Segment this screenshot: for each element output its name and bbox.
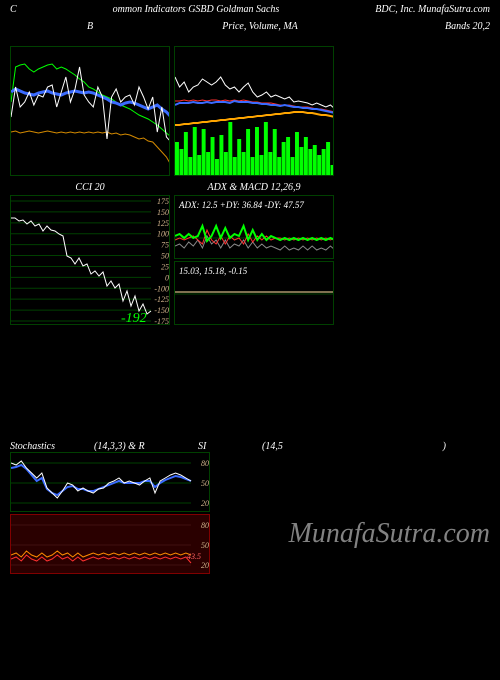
adx-chart: ADX: 12.5 +DY: 36.84 -DY: 47.57 [175,196,334,259]
rsi-close: ) [366,441,446,452]
row2-titles: CCI 20 ADX & MACD 12,26,9 [0,182,500,193]
svg-text:175: 175 [157,197,169,206]
header-center: ommon Indicators GSBD Goldman Sachs [113,4,280,15]
svg-text:150: 150 [157,208,169,217]
macd-chart: 15.03, 15.18, -0.15 [175,262,334,325]
cci-title: CCI 20 [10,182,170,193]
svg-text:50: 50 [201,541,209,550]
svg-text:50: 50 [201,479,209,488]
svg-text:50: 50 [161,252,169,261]
rsi-label: SI [198,441,258,452]
svg-text:0: 0 [165,273,169,282]
row1-titles: B Price, Volume, MA Bands 20,2 [0,21,500,32]
stoch-label: Stochastics [10,441,90,452]
svg-text:-150: -150 [154,306,169,315]
row2-panels: 1751501251007550250-100-125-150-175-192 … [0,195,500,325]
svg-text:-175: -175 [154,317,169,325]
row1-panels [0,46,500,176]
header-left: C [10,4,17,15]
volume-chart [175,47,334,176]
svg-text:15.03, 15.18, -0.15: 15.03, 15.18, -0.15 [179,266,248,276]
panel-bands-title: Bands 20,2 [350,21,490,32]
stoch-panel: 80 50 20 [10,452,210,512]
macd-panel: 15.03, 15.18, -0.15 [174,261,334,325]
svg-text:75: 75 [161,241,169,250]
svg-text:ADX: 12.5 +DY: 36.84 -DY: 47.5: ADX: 12.5 +DY: 36.84 -DY: 47.57 [178,200,304,210]
svg-text:-100: -100 [154,284,169,293]
adx-title: ADX & MACD 12,26,9 [174,182,334,193]
header: C ommon Indicators GSBD Goldman Sachs BD… [0,0,500,17]
stoch-chart: 80 50 20 [11,453,210,512]
watermark: MunafaSutra.com [289,518,490,550]
header-right: BDC, Inc. MunafaSutra.com [375,4,490,15]
spacer [0,331,500,441]
stoch-params: (14,3,3) & R [94,441,194,452]
svg-text:43.5: 43.5 [187,552,201,561]
svg-text:-125: -125 [154,295,169,304]
svg-text:80: 80 [201,521,209,530]
svg-text:-192: -192 [121,311,147,325]
svg-text:125: 125 [157,219,169,228]
svg-text:20: 20 [201,499,209,508]
rsi-panel: 80 50 2043.5 [10,514,210,574]
svg-text:20: 20 [201,561,209,570]
panel-price-title: Price, Volume, MA [180,21,340,32]
volume-panel [174,46,334,176]
stoch-container: 805020 80502043.5 [0,452,500,574]
rsi-chart: 80 50 2043.5 [11,515,210,574]
adx-macd-col: ADX: 12.5 +DY: 36.84 -DY: 47.57 15.03, 1… [174,195,334,325]
svg-text:100: 100 [157,230,169,239]
price-chart [11,47,170,176]
cci-panel: 175 150 125 100 75 5025 0 -100 -125 -150 -175 -192 [10,195,170,325]
cci-chart: 175 150 125 100 75 5025 0 -100 -125 -150 -175 -192 [11,196,170,325]
price-panel-b [10,46,170,176]
svg-text:80: 80 [201,459,209,468]
panel-b-title: B [10,21,170,32]
adx-panel: ADX: 12.5 +DY: 36.84 -DY: 47.57 [174,195,334,259]
svg-text:25: 25 [161,262,169,271]
stoch-titles: Stochastics (14,3,3) & R SI (14,5 ) [0,441,500,452]
rsi-params: (14,5 [262,441,362,452]
